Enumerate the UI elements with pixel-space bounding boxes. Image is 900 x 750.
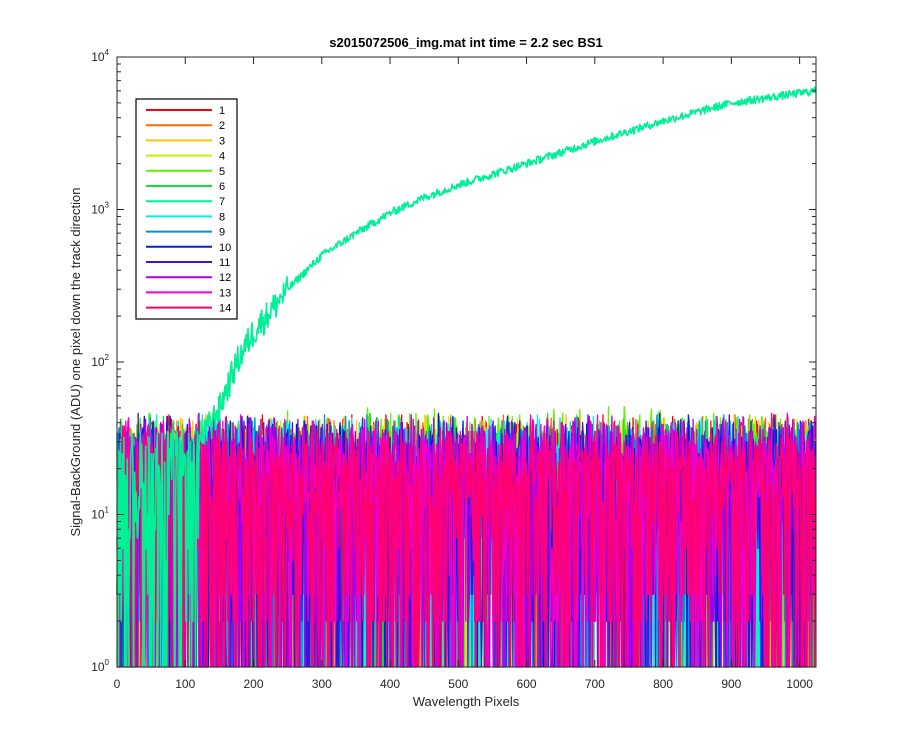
- y-tick-label: 101: [91, 506, 109, 522]
- x-axis-ticks: 0 100 200 300 400 500 600 700 800 900 1000: [114, 57, 813, 691]
- legend-label-10: 10: [219, 242, 231, 254]
- legend-label-6: 6: [219, 181, 225, 193]
- legend-label-11: 11: [219, 257, 230, 269]
- x-tick-label: 0: [114, 677, 121, 691]
- series-14-line: [116, 420, 816, 668]
- series-7-line: [116, 86, 817, 668]
- chart-title: s2015072506_img.mat int time = 2.2 sec B…: [329, 35, 603, 50]
- legend-label-2: 2: [219, 120, 225, 132]
- legend-label-4: 4: [219, 151, 225, 163]
- y-tick-label: 104: [91, 48, 109, 64]
- legend-label-3: 3: [219, 135, 225, 147]
- x-tick-label: 600: [517, 677, 537, 691]
- legend-box: [135, 98, 238, 320]
- legend-label-14: 14: [219, 303, 231, 315]
- x-tick-label: 800: [653, 677, 673, 691]
- x-axis-label: Wavelength Pixels: [413, 694, 520, 709]
- y-tick-label: 100: [91, 658, 109, 674]
- x-tick-label: 900: [721, 677, 741, 691]
- x-tick-label: 200: [244, 677, 264, 691]
- y-tick-label: 102: [91, 353, 109, 369]
- x-tick-label: 100: [175, 677, 195, 691]
- y-tick-label: 103: [91, 201, 109, 217]
- legend-label-12: 12: [219, 272, 231, 284]
- legend-label-13: 13: [219, 287, 231, 299]
- x-tick-label: 400: [380, 677, 400, 691]
- x-tick-label: 300: [312, 677, 332, 691]
- legend-label-1: 1: [219, 105, 225, 117]
- x-tick-label: 700: [585, 677, 605, 691]
- x-tick-label: 1000: [786, 677, 813, 691]
- legend-label-5: 5: [219, 166, 225, 178]
- legend-label-8: 8: [219, 211, 225, 223]
- x-tick-label: 500: [448, 677, 468, 691]
- legend-label-7: 7: [219, 196, 225, 208]
- series-layer: [116, 86, 817, 668]
- legend-label-9: 9: [219, 227, 225, 239]
- y-axis-label: Signal-BackGround (ADU) one pixel down t…: [68, 187, 83, 536]
